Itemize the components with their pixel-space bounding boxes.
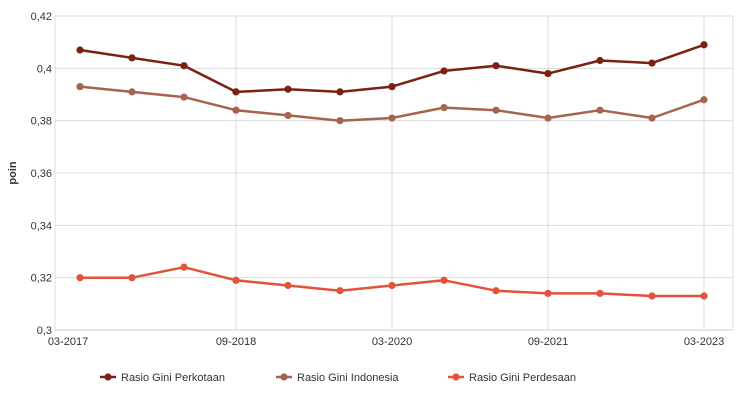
data-point[interactable] xyxy=(544,114,552,122)
data-point[interactable] xyxy=(388,83,396,91)
data-point[interactable] xyxy=(648,292,656,300)
legend-point-marker xyxy=(280,373,288,381)
x-tick-label: 09-2021 xyxy=(528,336,568,348)
data-point[interactable] xyxy=(76,274,84,282)
data-point[interactable] xyxy=(232,88,240,96)
series-3 xyxy=(76,263,708,300)
data-point[interactable] xyxy=(76,46,84,54)
legend-label: Rasio Gini Indonesia xyxy=(297,372,399,384)
data-point[interactable] xyxy=(596,106,604,114)
data-point[interactable] xyxy=(232,106,240,114)
data-point[interactable] xyxy=(596,289,604,297)
x-tick-label: 09-2018 xyxy=(216,336,256,348)
data-point[interactable] xyxy=(440,103,448,112)
series-1 xyxy=(76,41,708,96)
legend-point-marker xyxy=(104,373,112,381)
data-point[interactable] xyxy=(180,93,188,101)
data-point[interactable] xyxy=(336,88,344,96)
legend-item[interactable]: Rasio Gini Indonesia xyxy=(276,372,399,384)
data-point[interactable] xyxy=(700,96,708,104)
data-point[interactable] xyxy=(232,276,240,284)
data-point[interactable] xyxy=(128,54,136,62)
x-tick-label: 03-2017 xyxy=(48,336,88,348)
data-point[interactable] xyxy=(440,67,448,75)
legend-label: Rasio Gini Perdesaan xyxy=(469,372,576,384)
data-point[interactable] xyxy=(180,62,188,70)
legend-item[interactable]: Rasio Gini Perdesaan xyxy=(448,372,576,384)
data-point[interactable] xyxy=(544,289,552,297)
data-point[interactable] xyxy=(128,88,136,96)
y-tick-label: 0,4 xyxy=(37,63,52,75)
data-point[interactable] xyxy=(648,114,656,122)
data-point[interactable] xyxy=(700,292,708,300)
x-tick-label: 03-2023 xyxy=(684,336,724,348)
y-tick-label: 0,36 xyxy=(31,168,52,180)
data-point[interactable] xyxy=(284,281,292,290)
y-tick-label: 0,38 xyxy=(31,116,52,128)
y-tick-label: 0,42 xyxy=(31,11,52,23)
data-point[interactable] xyxy=(492,287,500,295)
data-point[interactable] xyxy=(492,106,500,114)
series-layer xyxy=(76,41,708,300)
series-2 xyxy=(76,83,708,125)
y-axis-title: poin xyxy=(7,161,19,184)
axes: 0,3 0,32 0,34 0,36 0,38 0,4 0,42 03-2017 09-2018… xyxy=(31,11,725,348)
y-tick-label: 0,34 xyxy=(31,220,52,232)
data-point[interactable] xyxy=(544,69,552,78)
data-point[interactable] xyxy=(336,287,344,295)
legend: Rasio Gini Perkotaan Rasio Gini Indonesia… xyxy=(100,372,576,384)
data-point[interactable] xyxy=(648,59,656,67)
legend-point-marker xyxy=(452,373,460,381)
data-point[interactable] xyxy=(388,114,396,122)
data-point[interactable] xyxy=(76,83,84,91)
x-tick-label: 03-2020 xyxy=(372,336,412,348)
y-tick-label: 0,32 xyxy=(31,273,52,285)
data-point[interactable] xyxy=(336,117,344,125)
data-point[interactable] xyxy=(284,85,292,93)
data-point[interactable] xyxy=(440,276,448,284)
data-point[interactable] xyxy=(492,62,500,70)
legend-label: Rasio Gini Perkotaan xyxy=(121,372,225,384)
data-point[interactable] xyxy=(180,263,188,271)
data-point[interactable] xyxy=(388,281,396,290)
y-tick-label: 0,3 xyxy=(37,325,52,337)
legend-item[interactable]: Rasio Gini Perkotaan xyxy=(100,372,225,384)
data-point[interactable] xyxy=(284,111,292,120)
data-point[interactable] xyxy=(700,41,708,49)
data-point[interactable] xyxy=(128,274,136,282)
data-point[interactable] xyxy=(596,56,604,65)
